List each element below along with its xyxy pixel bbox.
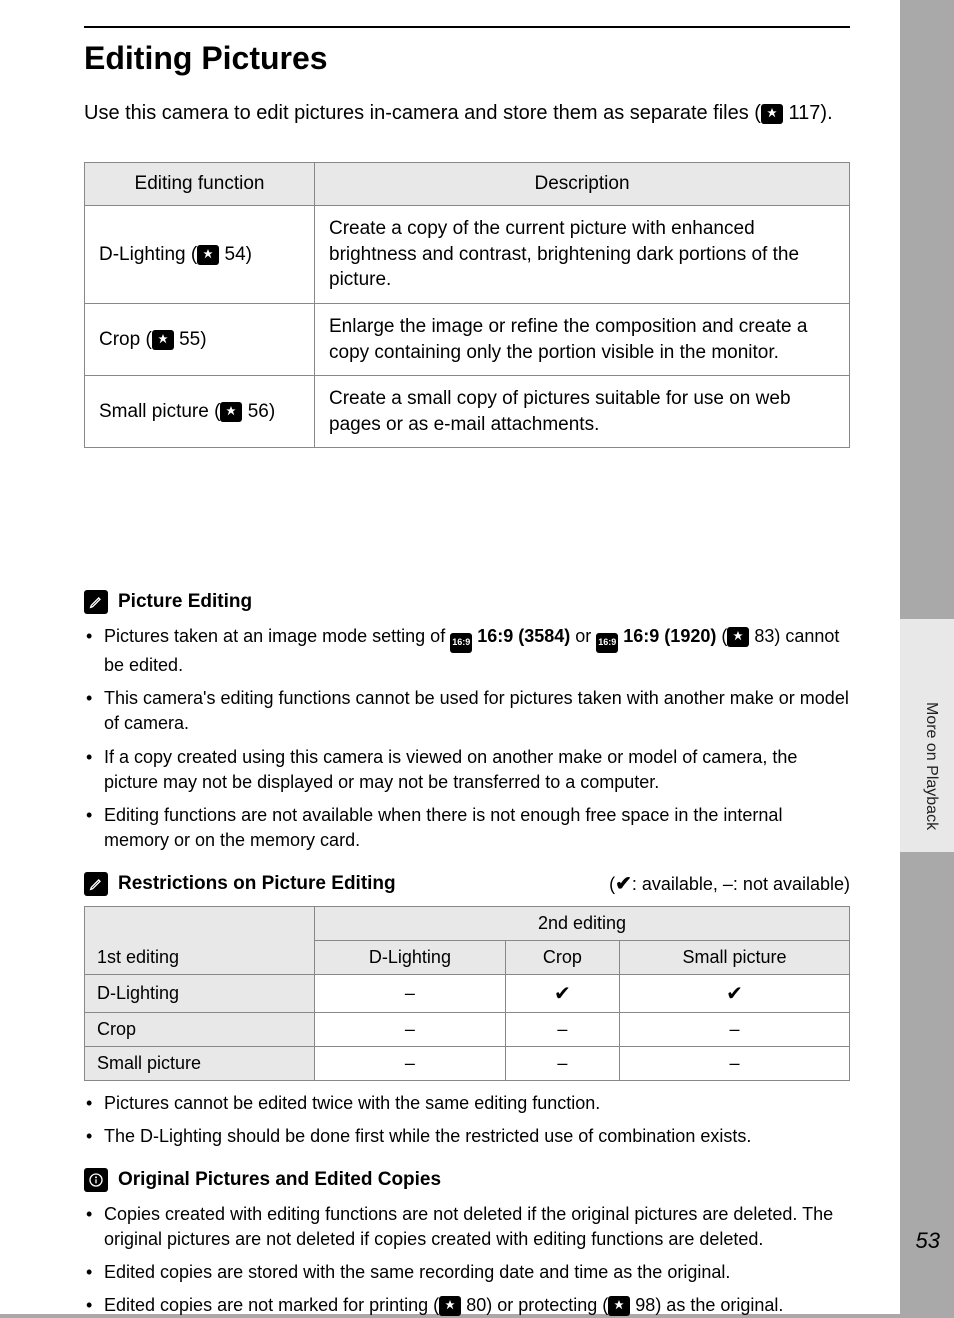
t1r1-desc: Enlarge the image or refine the composit… (315, 303, 850, 375)
list-item: Editing functions are not available when… (84, 803, 850, 853)
t1r2-name-a: Small picture ( (99, 401, 220, 422)
reference-icon (727, 627, 749, 647)
reference-icon (152, 330, 174, 350)
t2r2c0: – (315, 1047, 506, 1081)
list-item: If a copy created using this camera is v… (84, 745, 850, 795)
table-row: Crop – – – (85, 1013, 850, 1047)
section-heading: Picture Editing (84, 590, 850, 614)
info-note-icon (84, 1168, 108, 1192)
table-row: D-Lighting ( 54) Create a copy of the cu… (85, 206, 850, 304)
t1r1-ref: 55 (179, 329, 200, 350)
s3l-a: Edited copies are not marked for printin… (104, 1295, 439, 1315)
t2r0c2: ✔ (619, 975, 849, 1013)
t1r1-name-b: ) (200, 329, 206, 350)
intro-a: Use this camera to edit pictures in-came… (84, 102, 761, 124)
t1-h1: Editing function (85, 163, 315, 206)
sec1-notes: Pictures taken at an image mode setting … (84, 624, 850, 853)
t1r2-ref: 56 (248, 401, 269, 422)
t2r2c1: – (505, 1047, 619, 1081)
s1b0-ref: 83 (754, 626, 774, 646)
t2r1c0: – (315, 1013, 506, 1047)
table-row: Small picture ( 56) Create a small copy … (85, 376, 850, 448)
t2-c1: Crop (505, 941, 619, 975)
page-content: Editing Pictures Use this camera to edit… (0, 0, 900, 1314)
t2-c0: D-Lighting (315, 941, 506, 975)
t2-c2: Small picture (619, 941, 849, 975)
t1r0-ref: 54 (225, 244, 246, 265)
intro-ref: 117 (789, 102, 821, 124)
s3l-ref2: 98 (635, 1295, 655, 1315)
t1r0-desc: Create a copy of the current picture wit… (315, 206, 850, 304)
s1b0-mid: or (570, 626, 596, 646)
s3l-b: ) or protecting ( (486, 1295, 608, 1315)
s1b0-b1: 16:9 (3584) (472, 626, 570, 646)
t2r2c2: – (619, 1047, 849, 1081)
t2r2-l: Small picture (85, 1047, 315, 1081)
sec1-title: Picture Editing (118, 591, 252, 613)
t1-h2: Description (315, 163, 850, 206)
t2r1-l: Crop (85, 1013, 315, 1047)
sec2-post-notes: Pictures cannot be edited twice with the… (84, 1091, 850, 1149)
page-number: 53 (916, 1228, 940, 1254)
t2r0c1: ✔ (505, 975, 619, 1013)
intro-text: Use this camera to edit pictures in-came… (84, 99, 850, 128)
side-tab-label: More on Playback (922, 702, 940, 830)
t2r1c1: – (505, 1013, 619, 1047)
reference-icon (761, 104, 783, 124)
t2r1c2: – (619, 1013, 849, 1047)
table-row: D-Lighting – ✔ ✔ (85, 975, 850, 1013)
page-title: Editing Pictures (84, 40, 850, 77)
sec3-notes: Copies created with editing functions ar… (84, 1202, 850, 1318)
table-row: Crop ( 55) Enlarge the image or refine t… (85, 303, 850, 375)
section-heading: Original Pictures and Edited Copies (84, 1168, 850, 1192)
list-item: Copies created with editing functions ar… (84, 1202, 850, 1252)
sec2-title: Restrictions on Picture Editing (118, 873, 396, 895)
aspect-icon: 16:9 (450, 633, 472, 653)
aspect-icon: 16:9 (596, 633, 618, 653)
t2r0c0: – (315, 975, 506, 1013)
s1b0-c: ( (716, 626, 727, 646)
s1b0-a: Pictures taken at an image mode setting … (104, 626, 450, 646)
check-icon: ✔ (615, 873, 632, 895)
s3l-c: ) as the original. (655, 1295, 783, 1315)
s3l-ref1: 80 (466, 1295, 486, 1315)
reference-icon (439, 1296, 461, 1316)
t2-col0: 1st editing (85, 907, 315, 975)
table-row: Small picture – – – (85, 1047, 850, 1081)
reference-icon (608, 1296, 630, 1316)
top-rule (84, 26, 850, 28)
pencil-note-icon (84, 872, 108, 896)
pencil-note-icon (84, 590, 108, 614)
restrictions-table: 1st editing 2nd editing D-Lighting Crop … (84, 906, 850, 1081)
reference-icon (197, 245, 219, 265)
editing-functions-table: Editing function Description D-Lighting … (84, 162, 850, 448)
legend-b: : available, –: not available) (632, 874, 850, 894)
t2-colgroup: 2nd editing (315, 907, 850, 941)
t1r0-name-b: ) (246, 244, 252, 265)
reference-icon (220, 402, 242, 422)
t1r0-name-a: D-Lighting ( (99, 244, 197, 265)
t2r0-l: D-Lighting (85, 975, 315, 1013)
intro-b: ). (820, 102, 832, 124)
t1r2-name-b: ) (269, 401, 275, 422)
section-heading: Restrictions on Picture Editing (✔: avai… (84, 871, 850, 896)
legend: (✔: available, –: not available) (609, 871, 850, 896)
list-item: Pictures taken at an image mode setting … (84, 624, 850, 678)
t1r2-desc: Create a small copy of pictures suitable… (315, 376, 850, 448)
list-item: Pictures cannot be edited twice with the… (84, 1091, 850, 1116)
list-item: Edited copies are not marked for printin… (84, 1293, 850, 1318)
list-item: Edited copies are stored with the same r… (84, 1260, 850, 1285)
list-item: This camera's editing functions cannot b… (84, 686, 850, 736)
s1b0-b2: 16:9 (1920) (618, 626, 716, 646)
list-item: The D-Lighting should be done first whil… (84, 1124, 850, 1149)
sec3-title: Original Pictures and Edited Copies (118, 1169, 441, 1191)
t1r1-name-a: Crop ( (99, 329, 152, 350)
